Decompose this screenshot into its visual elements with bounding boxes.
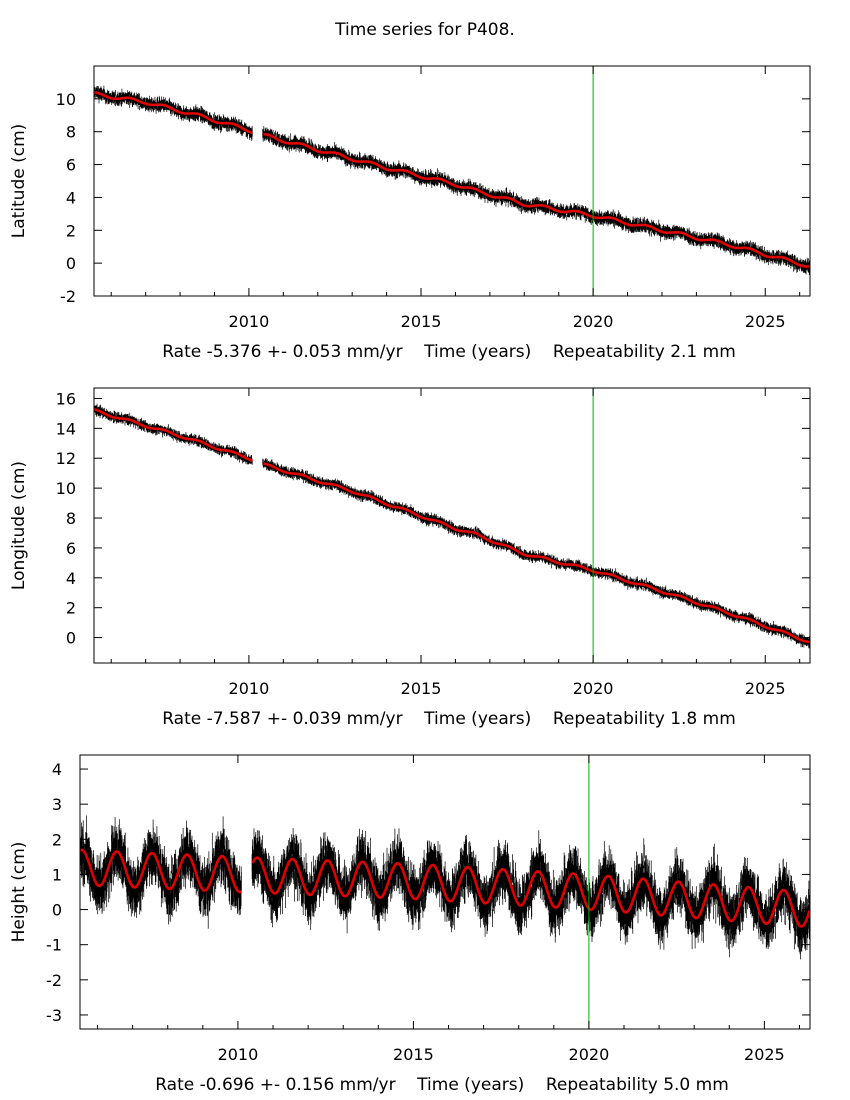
- data-points: [80, 815, 810, 960]
- y-tick-label: 16: [56, 389, 76, 408]
- y-tick-label: 10: [56, 90, 76, 109]
- y-axis-label: Longitude (cm): [9, 461, 29, 590]
- x-tick-label: 2025: [745, 679, 786, 698]
- y-tick-label: 8: [66, 123, 76, 142]
- chart-panel-3: 2010 2015 2020 2025 -3 -2 -1 0 1 2 3 4 Height (cm) Ra…: [9, 754, 811, 1095]
- y-axis-label: Height (cm): [9, 842, 29, 943]
- y-tick-label: 0: [66, 254, 76, 273]
- y-tick-label: -1: [46, 936, 62, 955]
- x-tick-label: 2020: [573, 312, 614, 331]
- y-tick-label: 1: [52, 865, 62, 884]
- y-tick-label: 4: [66, 188, 76, 207]
- x-tick-label: 2015: [393, 1045, 434, 1064]
- page-title: Time series for P408.: [335, 20, 515, 40]
- chart-panel-1: 2010 2015 2020 2025 -2 0 2 4 6 8 10 Latitude (cm) Ra…: [9, 65, 811, 362]
- y-tick-label: 3: [52, 795, 62, 814]
- x-tick-label: 2025: [745, 312, 786, 331]
- chart-panel-2: 2010 2015 2020 2025 0 2 4 6 8 10 12 14 16 Longitude (…: [9, 387, 811, 729]
- model-fit-line: [94, 91, 810, 268]
- x-tick-label: 2015: [401, 679, 442, 698]
- y-tick-label: -3: [46, 1006, 62, 1025]
- data-points: [94, 85, 810, 275]
- plot-frame: [93, 65, 811, 297]
- y-tick-label: 14: [56, 419, 76, 438]
- plot-frame: [93, 387, 811, 664]
- y-tick-label: 2: [66, 599, 76, 618]
- x-tick-label: 2025: [744, 1045, 785, 1064]
- x-tick-label: 2010: [229, 679, 270, 698]
- x-axis-label: Rate -5.376 +- 0.053 mm/yr Time (years) …: [162, 342, 736, 362]
- data-points: [94, 403, 810, 649]
- y-tick-label: 0: [66, 629, 76, 648]
- model-fit-line: [94, 408, 810, 644]
- y-tick-label: 4: [66, 569, 76, 588]
- x-tick-label: 2010: [218, 1045, 259, 1064]
- y-axis-label: Latitude (cm): [9, 124, 29, 239]
- plot-frame: [79, 754, 811, 1030]
- x-axis-label: Rate -7.587 +- 0.039 mm/yr Time (years) …: [162, 709, 736, 729]
- data-error-bars: [80, 815, 810, 960]
- y-tick-label: 4: [52, 760, 62, 779]
- x-axis-label: Rate -0.696 +- 0.156 mm/yr Time (years) …: [155, 1075, 729, 1095]
- y-tick-label: 0: [52, 901, 62, 920]
- x-tick-label: 2010: [229, 312, 270, 331]
- y-tick-label: -2: [60, 287, 76, 306]
- y-tick-label: 8: [66, 509, 76, 528]
- y-tick-label: 2: [66, 221, 76, 240]
- y-tick-label: 10: [56, 479, 76, 498]
- y-tick-label: 6: [66, 156, 76, 175]
- y-tick-label: 2: [52, 830, 62, 849]
- model-fit-line: [80, 848, 810, 928]
- y-tick-label: 6: [66, 539, 76, 558]
- y-tick-label: 12: [56, 449, 76, 468]
- x-tick-label: 2020: [573, 679, 614, 698]
- x-tick-label: 2020: [569, 1045, 610, 1064]
- y-tick-label: -2: [46, 971, 62, 990]
- x-tick-label: 2015: [401, 312, 442, 331]
